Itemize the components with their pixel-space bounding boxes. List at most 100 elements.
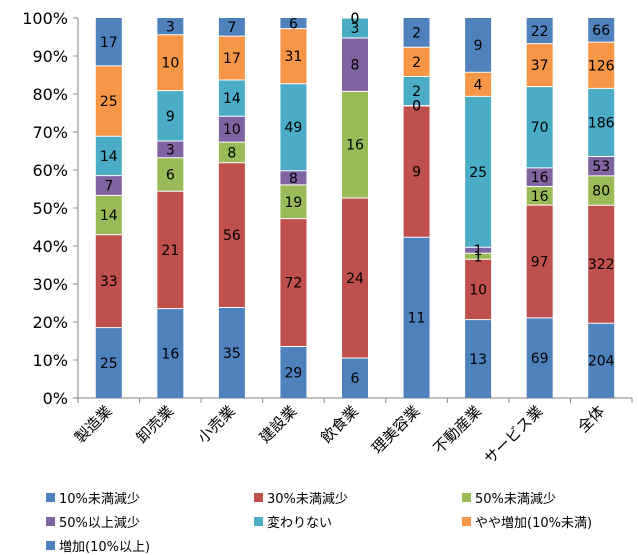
- bar-segment: [218, 36, 245, 81]
- legend-swatch: [462, 517, 471, 526]
- bar-segment: [280, 184, 307, 219]
- data-label: 3: [166, 19, 175, 35]
- bar-segment: [526, 86, 553, 168]
- data-label: 6: [166, 167, 175, 183]
- data-label: 6: [351, 371, 360, 387]
- bar-segment: [588, 175, 615, 206]
- data-label: 16: [531, 189, 549, 205]
- bar-segment: [157, 34, 184, 91]
- data-label: 97: [531, 254, 549, 270]
- data-label: 8: [351, 58, 360, 74]
- bar-segment: [280, 18, 307, 29]
- bar-segment: [280, 28, 307, 84]
- bar-segment: [342, 358, 368, 398]
- bar-segment: [588, 156, 615, 176]
- legend-swatch: [254, 517, 263, 526]
- bar-segment: [526, 18, 553, 44]
- data-label: 10: [223, 122, 241, 138]
- y-tick-label: 80%: [32, 85, 68, 104]
- data-label: 21: [161, 243, 179, 259]
- data-label: 8: [227, 145, 236, 161]
- category-label: 卸売業: [133, 402, 178, 447]
- data-label: 6: [289, 16, 298, 32]
- bar-segment: [588, 18, 615, 43]
- bar-segment: [465, 247, 492, 254]
- data-label: 9: [412, 164, 421, 180]
- bar-segment: [157, 18, 184, 35]
- bar-segment: [342, 18, 368, 38]
- legend-label: 増加(10%以上): [59, 540, 151, 555]
- legend-item: 増加(10%以上): [46, 536, 150, 555]
- bar-segment: [465, 72, 492, 97]
- legend-label: 50%未満減少: [475, 492, 556, 507]
- y-tick-label: 70%: [32, 123, 68, 142]
- bar-segment: [280, 170, 307, 185]
- data-label: 72: [285, 276, 303, 292]
- data-label: 16: [161, 346, 179, 362]
- bar-segment: [95, 195, 122, 235]
- data-label: 49: [285, 120, 303, 136]
- data-label: 80: [592, 184, 610, 200]
- stacked-bar-chart: 0%10%20%30%40%50%60%70%80%90%100%2533147…: [22, 9, 633, 468]
- legend-swatch: [462, 493, 471, 502]
- data-label: 8: [289, 171, 298, 187]
- legend-swatch: [46, 517, 55, 526]
- data-label: 10: [469, 282, 487, 298]
- y-tick-label: 60%: [32, 161, 68, 180]
- data-label: 2: [412, 84, 421, 100]
- bar-segment: [403, 18, 430, 48]
- data-label: 11: [408, 311, 426, 327]
- bar-segment: [526, 317, 553, 398]
- bar-segment: [588, 205, 615, 324]
- legend-item: 変わりない: [254, 512, 332, 531]
- category-label: 全体: [574, 402, 608, 436]
- data-label: 14: [100, 208, 118, 224]
- legend-item: 10%未満減少: [46, 488, 140, 507]
- bar-segment: [95, 18, 122, 66]
- bar-segment: [95, 136, 122, 176]
- legend-label: 変わりない: [267, 516, 333, 531]
- legend-swatch: [46, 541, 55, 550]
- legend-label: やや増加(10%未満): [475, 516, 593, 531]
- bar-segment: [403, 105, 430, 238]
- y-tick-label: 40%: [32, 237, 68, 256]
- category-label: 不動産業: [430, 402, 485, 457]
- data-label: 204: [588, 354, 615, 370]
- bar-segment: [588, 42, 615, 89]
- data-label: 17: [223, 51, 241, 67]
- y-tick-label: 90%: [32, 47, 68, 66]
- bar-segment: [218, 162, 245, 308]
- bar-segment: [588, 323, 615, 398]
- data-label: 126: [588, 58, 615, 74]
- category-label: 小売業: [194, 402, 239, 447]
- data-label: 3: [166, 142, 175, 158]
- bar-segment: [157, 157, 184, 192]
- data-label: 186: [588, 115, 615, 131]
- category-label: 製造業: [71, 402, 116, 447]
- data-label: 2: [412, 26, 421, 42]
- bar-segment: [342, 198, 368, 358]
- data-label: 24: [346, 271, 364, 287]
- data-label: 31: [285, 49, 303, 65]
- legend-item: 30%未満減少: [254, 488, 348, 507]
- data-label: 69: [531, 351, 549, 367]
- data-label: 70: [531, 120, 549, 136]
- bar-segment: [95, 327, 122, 398]
- category-label: サービス業: [481, 402, 547, 468]
- data-label: 53: [592, 159, 610, 175]
- bar-segment: [465, 253, 492, 260]
- bar-segment: [403, 76, 430, 106]
- bar-segment: [95, 175, 122, 196]
- data-label: 14: [100, 149, 118, 165]
- bar-segment: [157, 191, 184, 309]
- data-label: 56: [223, 228, 241, 244]
- data-label: 66: [592, 23, 610, 39]
- data-label: 4: [474, 77, 483, 93]
- data-label: 25: [100, 94, 118, 110]
- data-label: 3: [351, 21, 360, 37]
- data-label: 13: [469, 352, 487, 368]
- y-tick-label: 0%: [43, 389, 68, 408]
- data-label: 10: [161, 56, 179, 72]
- data-label: 25: [100, 356, 118, 372]
- data-label: 33: [100, 274, 118, 290]
